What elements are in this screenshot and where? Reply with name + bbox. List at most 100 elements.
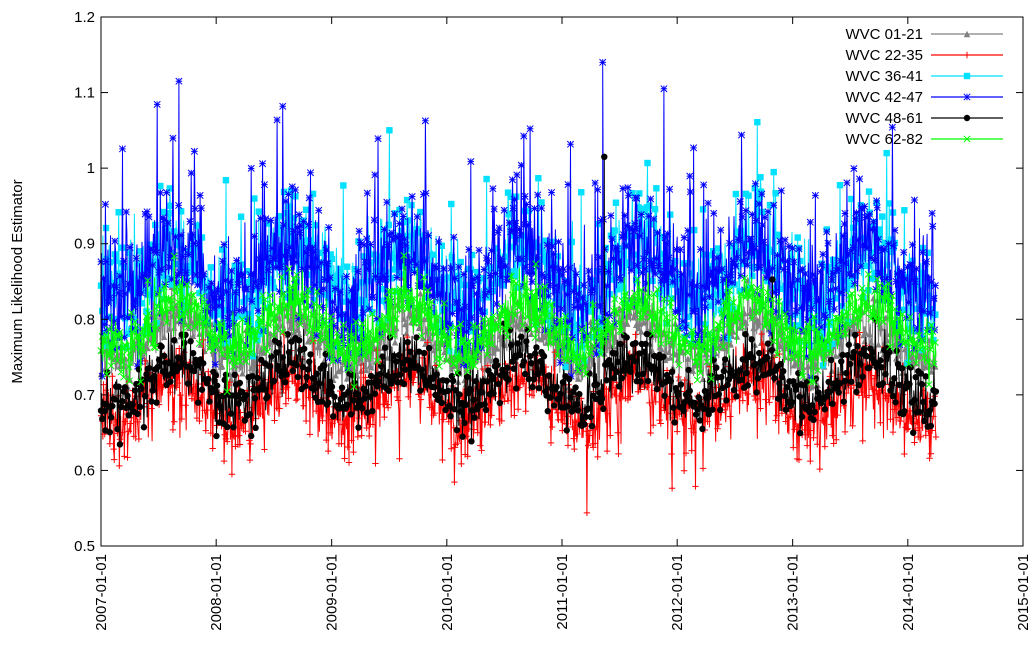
data-point bbox=[293, 361, 300, 369]
data-point bbox=[659, 270, 667, 278]
data-point bbox=[589, 301, 597, 309]
data-point bbox=[224, 423, 231, 431]
data-point bbox=[476, 336, 484, 344]
data-point bbox=[519, 321, 527, 330]
data-point bbox=[391, 287, 399, 295]
data-point bbox=[121, 418, 129, 425]
data-point bbox=[857, 202, 865, 209]
data-point bbox=[384, 240, 392, 249]
data-point bbox=[761, 213, 769, 221]
data-point bbox=[588, 422, 596, 430]
data-point bbox=[809, 382, 817, 390]
data-point bbox=[725, 239, 734, 247]
data-point bbox=[161, 308, 169, 316]
data-point bbox=[113, 357, 121, 365]
data-point bbox=[302, 383, 309, 390]
data-point bbox=[781, 236, 789, 244]
data-point bbox=[384, 372, 391, 379]
data-point bbox=[525, 269, 534, 278]
data-point bbox=[641, 265, 649, 273]
data-point bbox=[126, 243, 134, 251]
data-point bbox=[829, 270, 837, 278]
data-point bbox=[396, 455, 403, 462]
data-point bbox=[839, 232, 847, 240]
data-point bbox=[234, 281, 242, 289]
data-point bbox=[377, 362, 385, 370]
data-point bbox=[358, 319, 366, 328]
data-point bbox=[592, 333, 600, 341]
data-point bbox=[760, 299, 768, 307]
data-point bbox=[346, 341, 354, 349]
data-point bbox=[888, 380, 895, 388]
data-point bbox=[554, 238, 563, 246]
data-point bbox=[239, 261, 246, 268]
data-point bbox=[342, 417, 349, 425]
data-point bbox=[99, 275, 108, 283]
data-point bbox=[749, 354, 757, 361]
data-point bbox=[833, 267, 841, 275]
data-point bbox=[230, 433, 238, 440]
data-point bbox=[404, 338, 411, 346]
data-point bbox=[925, 292, 933, 299]
data-point bbox=[185, 250, 193, 259]
data-point bbox=[909, 429, 917, 436]
data-point bbox=[771, 374, 778, 382]
data-point bbox=[703, 394, 710, 402]
data-point bbox=[395, 351, 403, 359]
data-point bbox=[269, 308, 277, 316]
data-point bbox=[656, 307, 664, 315]
data-point bbox=[469, 282, 477, 290]
data-point bbox=[271, 318, 279, 326]
data-point bbox=[457, 305, 465, 314]
data-point bbox=[490, 205, 498, 213]
data-point bbox=[914, 324, 922, 332]
data-point bbox=[275, 340, 283, 347]
data-point bbox=[753, 284, 761, 292]
data-point bbox=[792, 326, 800, 334]
data-point bbox=[381, 413, 388, 421]
data-point bbox=[693, 282, 701, 290]
data-point bbox=[578, 294, 587, 302]
data-point bbox=[169, 134, 177, 142]
data-point bbox=[98, 372, 106, 380]
data-point bbox=[304, 366, 312, 373]
data-point bbox=[424, 232, 433, 240]
data-point bbox=[318, 304, 327, 312]
data-point bbox=[652, 255, 660, 263]
data-point bbox=[827, 356, 835, 364]
data-point bbox=[294, 395, 301, 403]
data-point bbox=[624, 184, 632, 192]
data-point bbox=[158, 343, 165, 350]
data-point bbox=[660, 295, 668, 303]
data-point bbox=[467, 386, 475, 394]
data-point bbox=[565, 279, 573, 287]
data-point bbox=[715, 391, 723, 398]
data-point bbox=[665, 338, 673, 347]
data-point bbox=[845, 341, 853, 348]
data-point bbox=[865, 392, 873, 399]
data-point bbox=[686, 188, 694, 196]
data-point bbox=[557, 305, 565, 313]
data-point bbox=[281, 252, 289, 260]
data-point bbox=[918, 270, 925, 277]
data-point bbox=[236, 379, 244, 387]
data-point bbox=[666, 299, 674, 307]
data-point bbox=[497, 302, 505, 311]
data-point bbox=[915, 332, 923, 340]
data-point bbox=[396, 285, 404, 293]
data-point bbox=[587, 288, 595, 297]
data-point bbox=[243, 331, 251, 339]
data-point bbox=[662, 313, 670, 322]
data-point bbox=[647, 195, 655, 203]
data-point bbox=[484, 257, 492, 265]
data-point bbox=[766, 399, 773, 406]
data-point bbox=[407, 295, 416, 303]
data-point bbox=[760, 238, 768, 246]
data-point bbox=[649, 330, 657, 338]
data-point bbox=[707, 271, 715, 279]
data-point bbox=[730, 306, 737, 313]
data-point bbox=[516, 351, 524, 359]
data-point bbox=[555, 294, 563, 302]
data-point bbox=[141, 392, 149, 400]
data-point bbox=[310, 248, 318, 256]
